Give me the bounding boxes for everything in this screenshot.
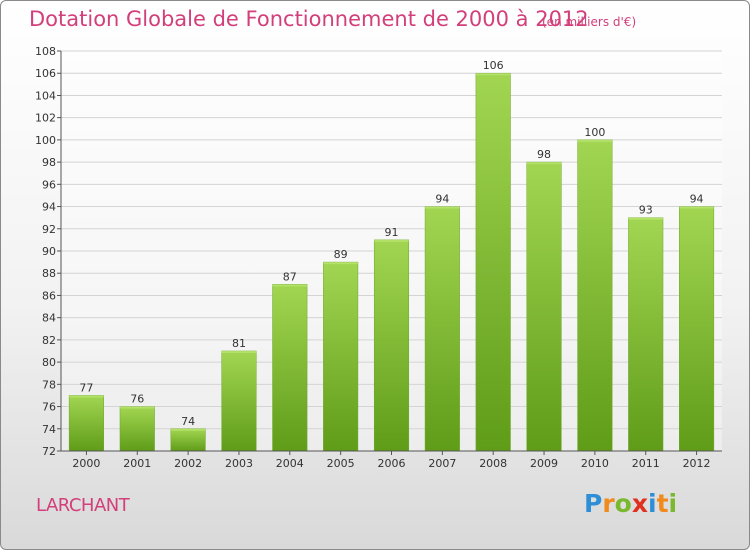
y-tick-label: 108 [35, 45, 56, 58]
logo-letter: x [631, 489, 648, 518]
data-label-2012: 94 [690, 193, 704, 206]
bar-highlight [69, 395, 104, 398]
proxiti-logo: Proxiti [584, 489, 677, 518]
logo-letter: i [668, 489, 678, 518]
data-label-2000: 77 [79, 381, 93, 394]
y-tick-label: 74 [42, 423, 56, 436]
y-tick-label: 84 [42, 312, 56, 325]
y-tick-label: 90 [42, 245, 56, 258]
logo-letter: i [648, 489, 657, 518]
data-label-2010: 100 [584, 126, 605, 139]
y-tick-label: 88 [42, 267, 56, 280]
bar-2012 [679, 206, 715, 452]
y-tick-label: 82 [42, 334, 56, 347]
bar-2009 [526, 161, 562, 452]
x-tick-label-2005: 2005 [327, 457, 355, 470]
y-tick-label: 78 [42, 378, 56, 391]
bar-2006 [373, 239, 410, 452]
x-tick-label-2009: 2009 [530, 457, 558, 470]
bar-highlight [628, 217, 664, 220]
bar-highlight [425, 206, 460, 209]
bar-2002 [170, 428, 206, 452]
x-tick-label-2007: 2007 [428, 457, 456, 470]
y-tick-label: 80 [42, 356, 56, 369]
y-tick-label: 92 [42, 223, 56, 236]
bar-highlight [679, 206, 714, 209]
bar-highlight [374, 239, 409, 242]
bar-highlight [475, 73, 511, 76]
bar-2010 [577, 139, 613, 452]
bar-2001 [119, 406, 155, 452]
y-tick-label: 86 [42, 289, 56, 302]
x-tick-label-2008: 2008 [479, 457, 507, 470]
x-tick-label-2000: 2000 [72, 457, 100, 470]
bar-2005 [323, 261, 359, 452]
x-tick-label-2011: 2011 [632, 457, 660, 470]
y-tick-label: 100 [35, 134, 56, 147]
data-label-2008: 106 [483, 59, 504, 72]
data-label-2011: 93 [639, 204, 653, 217]
bar-2003 [221, 350, 257, 452]
x-tick-label-2006: 2006 [378, 457, 406, 470]
x-tick-label-2002: 2002 [174, 457, 202, 470]
commune-name: LARCHANT [36, 495, 130, 516]
y-tick-label: 72 [42, 445, 56, 458]
bar-2007 [424, 206, 460, 452]
bar-highlight [221, 351, 257, 353]
x-tick-label-2001: 2001 [123, 457, 151, 470]
y-tick-label: 96 [42, 178, 56, 191]
bar-highlight [526, 162, 562, 165]
y-tick-label: 76 [42, 401, 56, 414]
data-label-2007: 94 [435, 193, 449, 206]
x-tick-label-2003: 2003 [225, 457, 253, 470]
bar-highlight [170, 428, 206, 431]
data-label-2006: 91 [385, 226, 399, 239]
chart-subtitle: (en milliers d'€) [542, 15, 637, 29]
x-tick-label-2010: 2010 [581, 457, 609, 470]
data-label-2001: 76 [130, 393, 144, 406]
x-tick-label-2012: 2012 [683, 457, 711, 470]
bar-highlight [577, 139, 613, 142]
chart-title: Dotation Globale de Fonctionnement de 20… [29, 7, 589, 31]
y-tick-label: 104 [35, 89, 56, 102]
y-tick-label: 94 [42, 201, 56, 214]
y-tick-label: 102 [35, 112, 56, 125]
x-tick-label-2004: 2004 [276, 457, 304, 470]
logo-letter: P [584, 489, 603, 518]
bar-2011 [628, 217, 664, 452]
bar-2008 [475, 72, 511, 452]
bar-highlight [323, 262, 358, 265]
logo-letter: r [602, 489, 615, 518]
logo-letter: o [614, 489, 632, 518]
data-label-2003: 81 [232, 337, 246, 350]
data-label-2002: 74 [181, 415, 195, 428]
data-label-2009: 98 [537, 148, 551, 161]
y-tick-label: 106 [35, 67, 56, 80]
bar-2000 [68, 395, 104, 452]
bar-2004 [272, 284, 308, 452]
bar-highlight [119, 406, 155, 409]
data-label-2004: 87 [283, 270, 297, 283]
logo-letter: t [656, 489, 669, 518]
data-label-2005: 89 [334, 248, 348, 261]
y-tick-label: 98 [42, 156, 56, 169]
bar-highlight [272, 284, 308, 287]
